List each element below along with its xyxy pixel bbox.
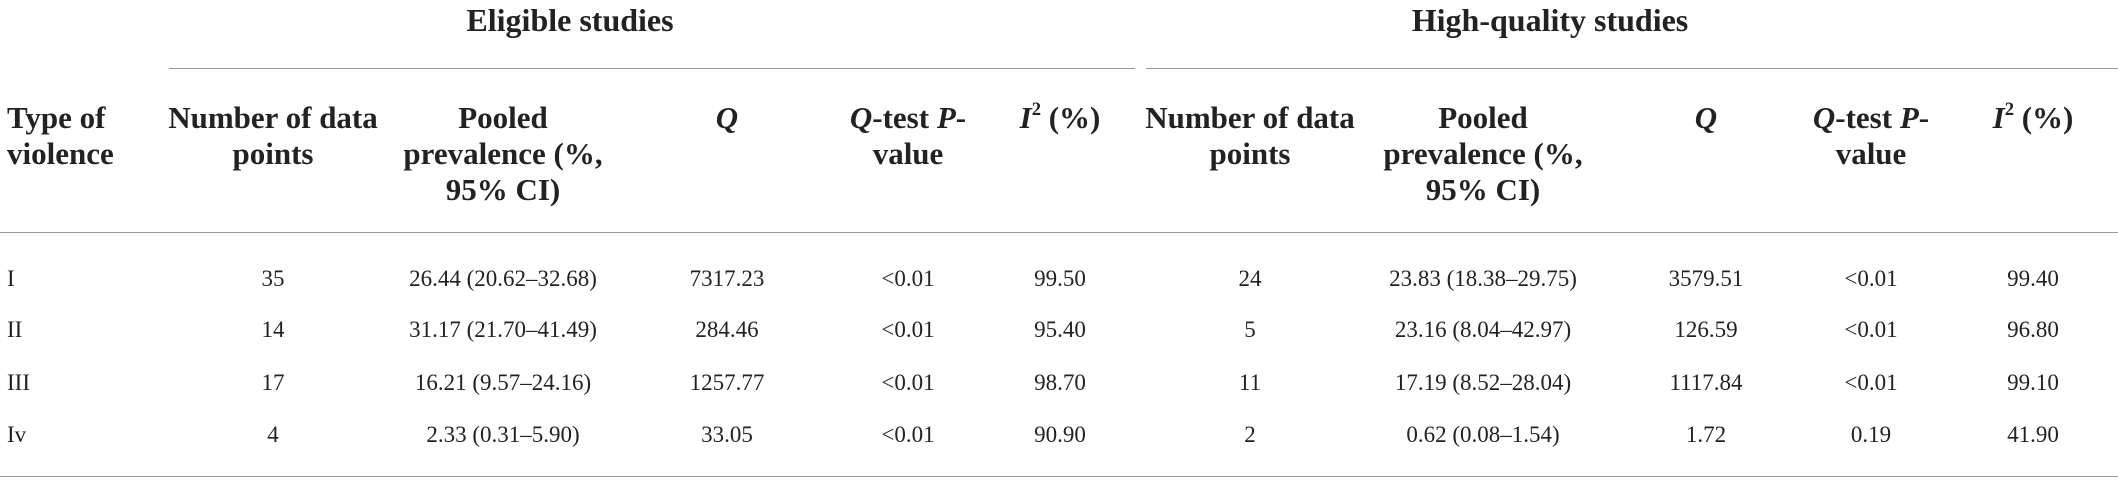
table-cell: II <box>7 317 23 342</box>
header-text: Q <box>849 100 873 135</box>
table-cell: 14 <box>261 317 285 342</box>
header-text: Pooled prevalence (%, 95% CI) <box>1383 100 1583 207</box>
table-cell: 0.62 (0.08–1.54) <box>1406 422 1560 447</box>
table-cell: 35 <box>261 266 285 291</box>
table-cell: 17 <box>261 370 285 395</box>
group-header: Eligible studies <box>466 2 674 38</box>
table-cell: 1257.77 <box>689 370 765 395</box>
table-cell: 5 <box>1244 317 1256 342</box>
column-header: Type of violence <box>7 100 157 172</box>
table-cell: 126.59 <box>1674 317 1738 342</box>
header-text: -value <box>872 100 967 171</box>
table-cell: 24 <box>1238 266 1262 291</box>
table-cell: 0.19 <box>1850 422 1892 447</box>
table-cell: 4 <box>267 422 279 447</box>
header-rule <box>0 232 2118 233</box>
header-text: (%) <box>2013 100 2074 135</box>
table-cell: 95.40 <box>1034 317 1086 342</box>
header-text: Q <box>715 100 739 135</box>
column-header: Q <box>687 100 767 136</box>
table-cell: <0.01 <box>881 422 935 447</box>
column-header: Number of data points <box>1145 100 1355 172</box>
table-cell: 99.50 <box>1034 266 1086 291</box>
header-text: I <box>1992 100 2005 135</box>
group-rule <box>169 68 1135 69</box>
header-text: Q <box>1694 100 1718 135</box>
column-header: Q-test P-value <box>1801 100 1941 172</box>
header-text: Pooled prevalence (%, 95% CI) <box>403 100 603 207</box>
table-cell: 16.21 (9.57–24.16) <box>414 370 592 395</box>
table-cell: <0.01 <box>1844 370 1898 395</box>
group-header: High-quality studies <box>1411 2 1689 38</box>
table-cell: <0.01 <box>1844 266 1898 291</box>
table-cell: 99.40 <box>2007 266 2059 291</box>
column-header: I2 (%) <box>1973 100 2093 136</box>
table-cell: 99.10 <box>2007 370 2059 395</box>
header-text: P <box>1899 100 1919 135</box>
header-text: P <box>936 100 956 135</box>
table-cell: 33.05 <box>701 422 753 447</box>
column-header: Pooled prevalence (%, 95% CI) <box>388 100 618 208</box>
header-text: -value <box>1835 100 1930 171</box>
table-cell: 17.19 (8.52–28.04) <box>1394 370 1572 395</box>
group-rule <box>1146 68 2118 69</box>
header-text: Q <box>1812 100 1836 135</box>
table-cell: Iv <box>7 422 27 447</box>
table-cell: 41.90 <box>2007 422 2059 447</box>
header-text: -test <box>872 100 937 135</box>
column-header: Q-test P-value <box>838 100 978 172</box>
header-text: Number of data points <box>168 100 378 171</box>
column-header: Pooled prevalence (%, 95% CI) <box>1368 100 1598 208</box>
column-header: I2 (%) <box>1000 100 1120 136</box>
header-text: I <box>1019 100 1032 135</box>
header-text: 2 <box>2004 98 2014 120</box>
table-cell: I <box>7 266 15 291</box>
table-cell: 23.83 (18.38–29.75) <box>1389 266 1577 291</box>
header-text: (%) <box>1040 100 1101 135</box>
table-cell: 3579.51 <box>1668 266 1744 291</box>
table-cell: <0.01 <box>881 370 935 395</box>
table-cell: 31.17 (21.70–41.49) <box>409 317 597 342</box>
column-header: Number of data points <box>168 100 378 172</box>
table-cell: 11 <box>1238 370 1262 395</box>
header-text: 2 <box>1031 98 1041 120</box>
table-cell: 2.33 (0.31–5.90) <box>426 422 580 447</box>
table-cell: 1.72 <box>1685 422 1727 447</box>
column-header: Q <box>1666 100 1746 136</box>
table-cell: 2 <box>1244 422 1256 447</box>
header-text: Type of violence <box>7 100 114 171</box>
table-cell: 23.16 (8.04–42.97) <box>1394 317 1572 342</box>
bottom-rule <box>0 476 2118 477</box>
table-cell: <0.01 <box>881 317 935 342</box>
header-text: -test <box>1835 100 1900 135</box>
table-cell: 26.44 (20.62–32.68) <box>409 266 597 291</box>
table-cell: III <box>7 370 30 395</box>
table-cell: 284.46 <box>695 317 759 342</box>
table-cell: 7317.23 <box>689 266 765 291</box>
header-text: Number of data points <box>1145 100 1355 171</box>
table-cell: 96.80 <box>2007 317 2059 342</box>
table-cell: 1117.84 <box>1669 370 1743 395</box>
table-cell: <0.01 <box>881 266 935 291</box>
table-cell: <0.01 <box>1844 317 1898 342</box>
table-cell: 98.70 <box>1034 370 1086 395</box>
table-cell: 90.90 <box>1034 422 1086 447</box>
